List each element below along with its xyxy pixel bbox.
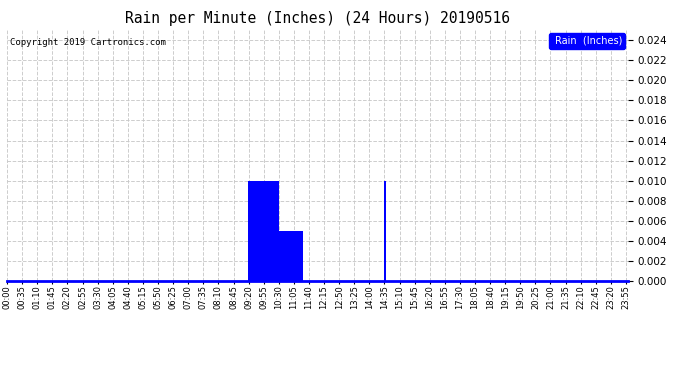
Title: Rain per Minute (Inches) (24 Hours) 20190516: Rain per Minute (Inches) (24 Hours) 2019… (125, 11, 510, 26)
Text: Copyright 2019 Cartronics.com: Copyright 2019 Cartronics.com (10, 38, 166, 46)
Legend: Rain  (Inches): Rain (Inches) (549, 33, 625, 49)
